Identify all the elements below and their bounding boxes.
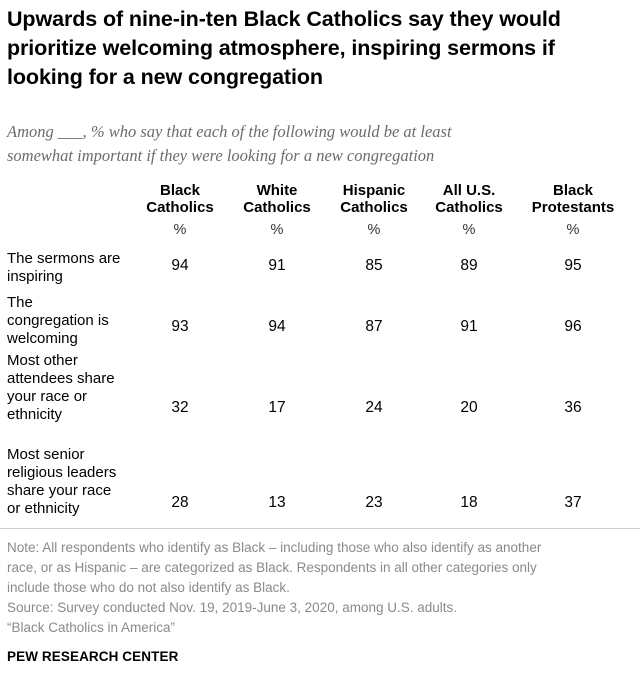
chart-subtitle: Among ___, % who say that each of the fo…	[7, 120, 632, 168]
row-label-line: your race or	[7, 388, 88, 405]
row-label-line: Most other	[7, 352, 78, 369]
chart-title: Upwards of nine-in-ten Black Catholics s…	[7, 5, 632, 92]
note-line: Note: All respondents who identify as Bl…	[7, 540, 542, 555]
column-header-line: Hispanic	[342, 182, 406, 199]
row-label: The sermons are inspiring	[7, 250, 147, 286]
title-line: looking for a new congregation	[7, 65, 323, 89]
divider	[0, 528, 640, 529]
unit-label: %	[566, 222, 580, 238]
table-cell-value: 96	[564, 318, 582, 335]
row-label-line: religious leaders	[7, 464, 117, 481]
column-header-line: Black	[552, 182, 594, 199]
column-header: White Catholics	[229, 182, 325, 216]
unit-label: %	[270, 222, 284, 238]
column-header-line: Catholics	[146, 199, 214, 216]
column-header: Black Protestants	[525, 182, 621, 216]
column-header-line: Catholics	[243, 199, 311, 216]
table-cell-value: 85	[365, 257, 383, 274]
row-label: Most other attendees share your race or eth…	[7, 352, 147, 424]
title-line: Upwards of nine-in-ten Black Catholics s…	[7, 7, 561, 31]
column-header-line: Catholics	[435, 199, 503, 216]
subtitle-line: somewhat important if they were looking …	[7, 146, 435, 165]
table-cell-value: 37	[564, 494, 582, 511]
column-header: All U.S. Catholics	[421, 182, 517, 216]
column-header-line: White	[256, 182, 298, 199]
unit-label: %	[173, 222, 187, 238]
note-line: race, or as Hispanic – are categorized a…	[7, 560, 537, 575]
column-header: Black Catholics	[132, 182, 228, 216]
table-cell-value: 95	[564, 257, 582, 274]
table-cell-value: 24	[365, 399, 383, 416]
row-label-line: attendees share	[7, 370, 115, 387]
column-header-line: Black	[159, 182, 201, 199]
row-label-line: The	[7, 294, 33, 311]
table-cell-value: 93	[171, 318, 189, 335]
table-cell-value: 91	[460, 318, 478, 335]
column-header-line: Protestants	[531, 199, 615, 216]
row-label-line: share your race	[7, 482, 112, 499]
source-line: Source: Survey conducted Nov. 19, 2019-J…	[7, 600, 458, 615]
row-label-line: Most senior	[7, 446, 85, 463]
table-cell-value: 36	[564, 399, 582, 416]
subtitle-line: Among ___, % who say that each of the fo…	[7, 122, 452, 141]
row-label-line: congregation is	[7, 312, 109, 329]
table-cell-value: 91	[268, 257, 286, 274]
table-cell-value: 87	[365, 318, 383, 335]
report-line: “Black Catholics in America”	[7, 620, 176, 635]
table-cell-value: 13	[268, 494, 286, 511]
note-line: include those who do not also identify a…	[7, 580, 290, 595]
row-label: The congregation is welcoming	[7, 294, 147, 348]
row-label-line: or ethnicity	[7, 500, 80, 517]
column-header-line: Catholics	[340, 199, 408, 216]
table-cell-value: 20	[460, 399, 478, 416]
row-label: Most senior religious leaders share your r…	[7, 446, 147, 518]
column-header-line: All U.S.	[442, 182, 496, 199]
table-cell-value: 28	[171, 494, 189, 511]
title-line: prioritize welcoming atmosphere, inspiri…	[7, 36, 555, 60]
unit-label: %	[367, 222, 381, 238]
row-label-line: inspiring	[7, 268, 63, 285]
table-cell-value: 94	[268, 318, 286, 335]
table-cell-value: 32	[171, 399, 189, 416]
row-label-line: The sermons are	[7, 250, 121, 267]
row-label-line: ethnicity	[7, 406, 63, 423]
unit-label: %	[462, 222, 476, 238]
brand-logo-text: PEW RESEARCH CENTER	[7, 649, 179, 664]
table-cell-value: 17	[268, 399, 286, 416]
note-block: Note: All respondents who identify as Bl…	[7, 538, 632, 638]
column-header: Hispanic Catholics	[326, 182, 422, 216]
table-cell-value: 94	[171, 257, 189, 274]
row-label-line: welcoming	[7, 330, 78, 347]
table-cell-value: 18	[460, 494, 478, 511]
table-cell-value: 23	[365, 494, 383, 511]
table-cell-value: 89	[460, 257, 478, 274]
